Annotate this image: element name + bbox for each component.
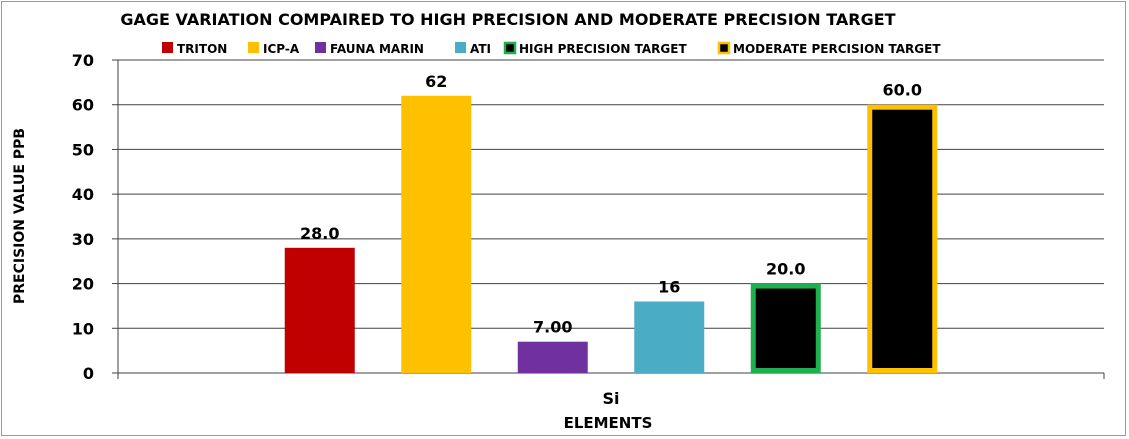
data-label: 20.0 [766, 260, 805, 279]
legend-label: FAUNA MARIN [330, 42, 424, 56]
y-tick-label: 20 [72, 275, 94, 294]
x-axis-ticks: Si [117, 373, 1105, 408]
bar-triton [284, 247, 355, 373]
y-tick-label: 30 [72, 230, 94, 249]
legend: TRITON ICP-A FAUNA MARIN ATI HIGH PRECISION … [162, 41, 941, 56]
y-tick-label: 60 [72, 96, 94, 115]
y-tick-label: 50 [72, 140, 94, 159]
y-tick-label: 0 [83, 364, 94, 383]
legend-swatch [315, 42, 326, 53]
data-labels: 28.0 62 7.00 16 20.0 60.0 [300, 72, 922, 337]
legend-label: MODERATE PERCISION TARGET [733, 42, 941, 56]
bar-fauna-marin [517, 341, 588, 373]
legend-swatch [503, 41, 517, 55]
data-label: 62 [425, 72, 447, 91]
bars [284, 95, 938, 374]
x-axis-title: ELEMENTS [564, 414, 653, 432]
legend-label: ATI [470, 42, 491, 56]
legend-swatch [162, 42, 173, 53]
bar-ati [634, 301, 705, 373]
legend-swatch [717, 41, 731, 55]
y-tick-label: 40 [72, 185, 94, 204]
legend-swatch [248, 42, 259, 53]
legend-swatch [455, 42, 466, 53]
bar-high-precision-target [750, 283, 821, 374]
data-label: 60.0 [883, 81, 922, 100]
y-tick-label: 10 [72, 319, 94, 338]
legend-label: ICP-A [263, 42, 300, 56]
chart-title: GAGE VARIATION COMPAIRED TO HIGH PRECISI… [120, 10, 895, 29]
y-axis-ticks: 0 10 20 30 40 50 60 70 [72, 51, 118, 383]
y-axis-title: PRECISION VALUE PPB [12, 128, 28, 304]
legend-label: HIGH PRECISION TARGET [519, 42, 687, 56]
bar-icp-a [401, 95, 472, 374]
data-label: 7.00 [533, 318, 572, 337]
data-label: 16 [658, 277, 680, 296]
gridlines [118, 59, 1104, 329]
y-tick-label: 70 [72, 51, 94, 70]
x-tick-label: Si [602, 389, 619, 408]
bar-moderate-percision-target [867, 104, 938, 373]
data-label: 28.0 [300, 224, 339, 243]
legend-label: TRITON [177, 42, 227, 56]
